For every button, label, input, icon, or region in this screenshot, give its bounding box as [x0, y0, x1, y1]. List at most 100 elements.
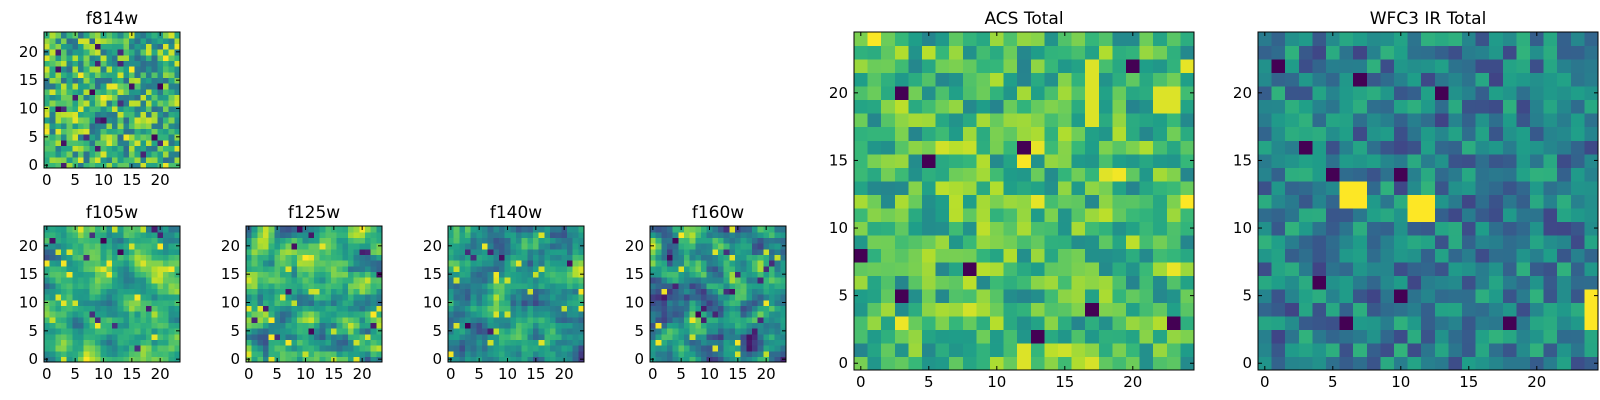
heatmap-cell	[1139, 315, 1154, 331]
heatmap-cell	[1394, 59, 1409, 74]
heatmap-cell	[774, 265, 781, 272]
heatmap-cell	[962, 153, 977, 168]
heatmap-cell	[55, 156, 62, 163]
heatmap-cell	[140, 277, 147, 284]
heatmap-cell	[106, 282, 113, 289]
heatmap-cell	[1044, 234, 1059, 249]
heatmap-cell	[1570, 302, 1585, 317]
heatmap-cell	[1126, 221, 1141, 236]
heatmap-cell	[672, 271, 679, 278]
heatmap-cell	[134, 231, 141, 238]
heatmap-cell	[718, 299, 725, 306]
heatmap-cell	[453, 254, 460, 261]
heatmap-cell	[134, 305, 141, 312]
heatmap-cell	[268, 282, 275, 289]
heatmap-cell	[561, 345, 568, 352]
heatmap-cell	[763, 260, 770, 267]
heatmap-cell	[263, 311, 270, 318]
heatmap-cell	[459, 243, 466, 250]
heatmap-cell	[1584, 72, 1599, 87]
heatmap-cell	[1003, 126, 1018, 141]
heatmap-cell	[55, 328, 62, 335]
heatmap-cell	[140, 248, 147, 255]
heatmap-cell	[854, 45, 869, 60]
heatmap-cell	[129, 54, 136, 61]
heatmap-cell	[302, 339, 309, 346]
heatmap-cell	[1448, 207, 1463, 222]
heatmap-cell	[1298, 86, 1313, 101]
heatmap-cell	[274, 305, 281, 312]
heatmap-cell	[268, 311, 275, 318]
heatmap-cell	[1570, 288, 1585, 303]
heatmap-cell	[336, 299, 343, 306]
heatmap-cell	[66, 37, 73, 44]
heatmap-cell	[100, 139, 107, 146]
heatmap-cell	[348, 350, 355, 357]
heatmap-cell	[689, 237, 696, 244]
heatmap-cell	[1584, 180, 1599, 195]
heatmap-cell	[1058, 329, 1073, 344]
heatmap-cell	[894, 59, 909, 74]
heatmap-cell	[544, 282, 551, 289]
heatmap-cell	[163, 271, 170, 278]
heatmap-cell	[470, 305, 477, 312]
heatmap-cell	[174, 288, 181, 295]
heatmap-cell	[251, 248, 258, 255]
heatmap-cell	[578, 294, 585, 301]
heatmap-cell	[55, 226, 62, 233]
heatmap-cell	[78, 43, 85, 50]
heatmap-cell	[1085, 72, 1100, 87]
heatmap-cell	[493, 231, 500, 238]
heatmap-cell	[342, 271, 349, 278]
heatmap-cell	[550, 260, 557, 267]
heatmap-cell	[314, 305, 321, 312]
heatmap-cell	[66, 54, 73, 61]
heatmap-cell	[263, 305, 270, 312]
heatmap-cell	[49, 345, 56, 352]
heatmap-cell	[117, 83, 124, 90]
heatmap-cell	[1312, 167, 1327, 182]
heatmap-cell	[1285, 140, 1300, 155]
heatmap-cell	[1407, 194, 1422, 209]
heatmap-cell	[470, 294, 477, 301]
heatmap-cell	[78, 88, 85, 95]
heatmap-cell	[336, 322, 343, 329]
heatmap-cell	[151, 226, 158, 233]
heatmap-cell	[263, 271, 270, 278]
heatmap-cell	[268, 260, 275, 267]
heatmap-cell	[482, 254, 489, 261]
heatmap-cell	[922, 221, 937, 236]
heatmap-cell	[487, 299, 494, 306]
heatmap-cell	[61, 88, 68, 95]
heatmap-cell	[61, 243, 68, 250]
heatmap-cell	[854, 180, 869, 195]
heatmap-cell	[95, 328, 102, 335]
heatmap-cell	[342, 243, 349, 250]
heatmap-cell	[533, 305, 540, 312]
heatmap-cell	[123, 356, 130, 363]
heatmap-cell	[1112, 180, 1127, 195]
heatmap-cell	[763, 237, 770, 244]
heatmap-cell	[1071, 275, 1086, 290]
heatmap-cell	[314, 260, 321, 267]
heatmap-cell	[729, 322, 736, 329]
heatmap-cell	[1394, 45, 1409, 60]
heatmap-cell	[650, 265, 657, 272]
heatmap-cell	[1475, 207, 1490, 222]
heatmap-cell	[706, 237, 713, 244]
heatmap-cell	[990, 113, 1005, 128]
heatmap-cell	[867, 207, 882, 222]
heatmap-cell	[49, 77, 56, 84]
heatmap-cell	[881, 356, 896, 371]
heatmap-cell	[527, 322, 534, 329]
heatmap-cell	[1570, 113, 1585, 128]
heatmap-cell	[1462, 99, 1477, 114]
heatmap-cell	[331, 265, 338, 272]
heatmap-cell	[257, 288, 264, 295]
heatmap-cell	[112, 145, 119, 152]
heatmap-cell	[55, 105, 62, 112]
heatmap-cell	[123, 145, 130, 152]
heatmap-cell	[78, 139, 85, 146]
heatmap-cell	[83, 299, 90, 306]
